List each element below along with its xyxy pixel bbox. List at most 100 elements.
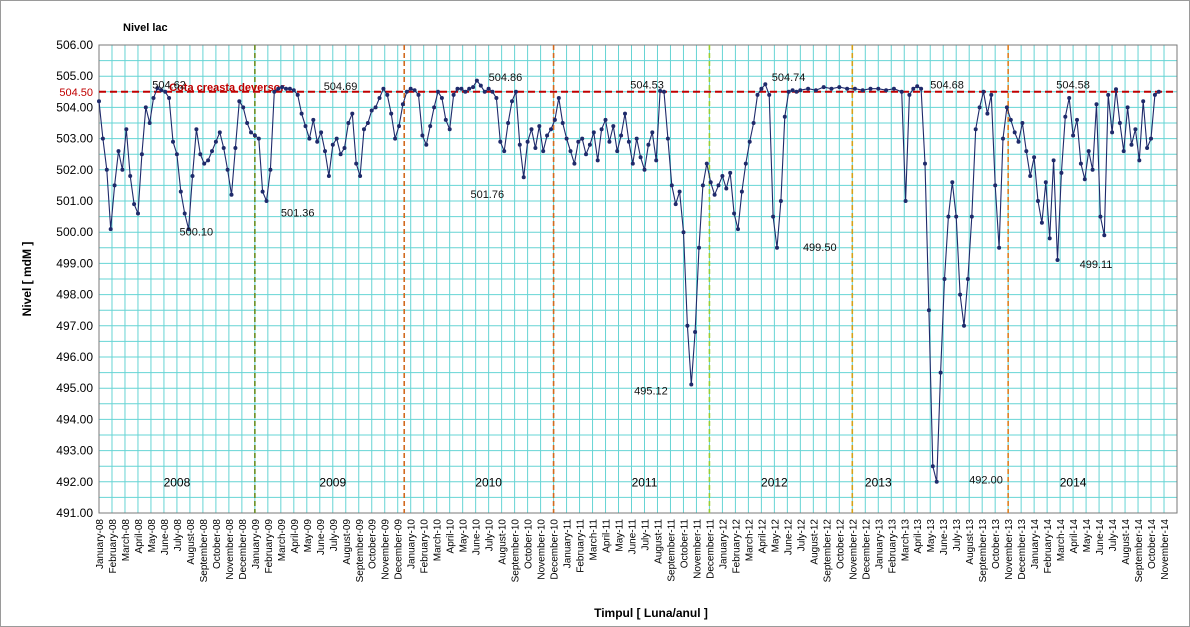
data-point [876, 86, 881, 91]
data-point [747, 139, 752, 144]
data-point [1016, 139, 1021, 144]
y-tick-label: 503.00 [56, 132, 93, 146]
data-point [1078, 161, 1083, 166]
data-point [221, 146, 226, 150]
data-point [658, 88, 663, 93]
data-point [1149, 136, 1153, 141]
data-point [786, 89, 791, 94]
x-tick-label: February-13 [887, 519, 898, 574]
x-tick-label: April-12 [757, 519, 768, 554]
data-point [1090, 167, 1095, 172]
x-tick-label: July-12 [796, 519, 807, 552]
year-label: 2010 [475, 475, 502, 489]
data-point [673, 202, 678, 207]
x-tick-label: March-10 [433, 519, 444, 562]
data-point [354, 161, 359, 166]
data-point [400, 102, 405, 107]
x-tick-label: August-12 [809, 519, 820, 565]
value-annotation: 499.50 [803, 242, 837, 254]
value-annotation: 504.69 [324, 81, 358, 93]
data-point [591, 130, 596, 135]
data-point [1043, 180, 1048, 185]
data-point [911, 86, 916, 91]
data-point [178, 189, 183, 194]
x-tick-label: December-09 [394, 519, 405, 580]
x-tick-label: March-12 [744, 519, 755, 562]
data-point [549, 127, 553, 132]
data-point [1020, 121, 1025, 125]
data-point [128, 174, 133, 178]
data-point [362, 127, 366, 132]
data-point [182, 211, 187, 216]
data-point [478, 83, 483, 88]
data-point [1075, 117, 1079, 122]
data-point [708, 180, 713, 185]
x-tick-label: February-11 [576, 519, 587, 573]
data-point [739, 189, 744, 194]
data-point [584, 152, 588, 157]
data-point [213, 139, 218, 144]
x-tick-label: June-09 [316, 519, 327, 556]
data-point [743, 161, 748, 166]
data-point [942, 277, 947, 281]
data-point [545, 133, 550, 138]
value-annotation: 501.76 [470, 189, 504, 201]
data-point [237, 99, 242, 104]
data-point [946, 214, 951, 219]
data-point [494, 96, 499, 100]
value-annotation: 500.10 [180, 226, 214, 238]
x-tick-label: October-14 [1147, 519, 1158, 569]
data-point [724, 186, 729, 191]
x-tick-label: August-13 [965, 519, 976, 565]
data-point [334, 136, 339, 141]
x-tick-label: September-14 [1134, 519, 1145, 583]
data-point [1004, 105, 1009, 110]
x-tick-label: June-12 [783, 519, 794, 556]
data-point [120, 167, 125, 172]
data-point [443, 117, 448, 122]
data-point [630, 161, 635, 166]
data-point [899, 89, 904, 94]
x-tick-label: May-10 [459, 519, 470, 553]
data-point [112, 183, 117, 188]
data-point [1032, 155, 1037, 160]
x-tick-label: February-12 [731, 519, 742, 574]
x-tick-label: August-09 [342, 519, 353, 565]
x-tick-label: September-08 [199, 519, 210, 583]
y-tick-label: 504.00 [56, 100, 93, 114]
x-tick-label: January-11 [563, 519, 574, 569]
data-point [1145, 146, 1150, 150]
data-point [1102, 233, 1107, 238]
data-point [167, 96, 172, 100]
x-tick-label: September-11 [666, 519, 677, 582]
x-tick-label: November-14 [1160, 519, 1171, 580]
data-point [712, 192, 717, 197]
data-point [915, 84, 920, 89]
y-tick-label: 498.00 [56, 288, 93, 302]
data-point [420, 133, 425, 138]
data-point [330, 142, 335, 147]
data-point [1067, 96, 1072, 100]
data-point [634, 136, 639, 141]
y-tick-label: 497.00 [56, 319, 93, 333]
data-point [989, 92, 994, 97]
data-point [1141, 99, 1146, 104]
data-point [958, 292, 963, 297]
data-point [700, 183, 705, 188]
x-tick-label: July-08 [173, 519, 184, 552]
data-point [962, 323, 966, 328]
data-point [436, 89, 440, 94]
data-point [171, 139, 175, 144]
reference-line-name: Cota creasta deversor [169, 82, 285, 94]
x-tick-label: December-13 [1017, 519, 1028, 580]
value-annotation: 499.11 [1080, 259, 1113, 271]
data-point [100, 136, 105, 141]
x-tick-label: March-08 [121, 519, 132, 562]
data-point [272, 89, 277, 94]
x-tick-label: January-09 [251, 519, 262, 569]
data-point [1125, 105, 1130, 110]
y-tick-label: 491.00 [56, 506, 93, 520]
data-point [280, 85, 285, 90]
data-point [439, 96, 444, 100]
data-point [1008, 117, 1013, 122]
